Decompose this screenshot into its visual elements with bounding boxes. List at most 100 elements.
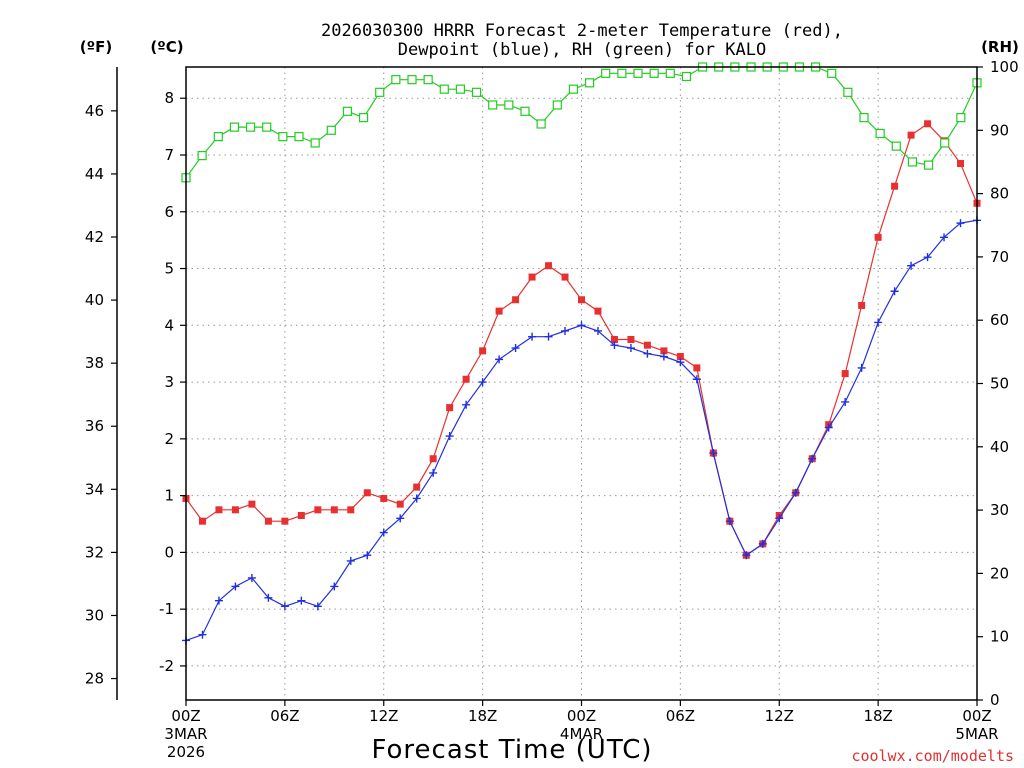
- y-tick-label-f: 36: [85, 417, 104, 435]
- y-tick-label-rh: 30: [990, 501, 1009, 519]
- y-tick-label-c: 1: [164, 487, 174, 505]
- rh-point: [471, 87, 482, 97]
- chart-title-line-2: Dewpoint (blue), RH (green) for KALO: [398, 40, 766, 60]
- dewpoint-point: [742, 551, 751, 560]
- x-tick-label: 18Z: [863, 707, 892, 725]
- rh-point: [568, 84, 579, 94]
- rh-point: [956, 113, 966, 123]
- y-tick-label-rh: 70: [990, 248, 1009, 266]
- dewpoint-point: [808, 454, 817, 463]
- dewpoint-point: [610, 341, 619, 350]
- rh-point: [536, 119, 546, 129]
- temperature-point: [561, 273, 569, 281]
- temperature-point: [643, 341, 651, 349]
- x-tick-label: 18Z: [468, 707, 497, 725]
- temperature-point: [297, 511, 305, 519]
- dewpoint-point: [940, 233, 949, 242]
- temperature-point: [874, 233, 882, 241]
- temperature-point: [347, 506, 355, 514]
- dewpoint-point: [692, 375, 701, 384]
- dewpoint-point: [725, 517, 734, 526]
- rh-point: [391, 75, 401, 85]
- temperature-point: [264, 517, 272, 525]
- chart-title-line-1: 2026030300 HRRR Forecast 2-meter Tempera…: [321, 21, 843, 41]
- x-axis-title: Forecast Time (UTC): [371, 735, 652, 765]
- dewpoint-point: [363, 551, 372, 560]
- dewpoint-point: [775, 514, 784, 523]
- y-tick-label-c: -1: [159, 600, 174, 618]
- x-tick-label: 00Z: [171, 707, 200, 725]
- rh-point: [262, 122, 272, 132]
- rh-point: [649, 68, 659, 78]
- dewpoint-point: [198, 630, 207, 639]
- dewpoint-point: [280, 602, 289, 611]
- y-tick-label-c: 3: [164, 373, 174, 391]
- x-tick-label: 06Z: [666, 707, 695, 725]
- rh-point: [278, 132, 288, 142]
- dewpoint-point: [676, 358, 685, 367]
- temperature-point: [660, 347, 668, 355]
- rh-point: [439, 84, 449, 94]
- credit-text: coolwx.com/modelts: [851, 747, 1014, 765]
- temperature-point: [512, 296, 520, 304]
- unit-fahrenheit: (ºF): [80, 38, 112, 56]
- dewpoint-point: [231, 582, 240, 591]
- y-tick-label-rh: 40: [990, 438, 1009, 456]
- x-tick-label: 00Z: [567, 707, 596, 725]
- y-tick-label-c: -2: [159, 657, 174, 675]
- rh-point: [907, 157, 918, 167]
- rh-point: [843, 87, 853, 97]
- y-tick-label-f: 30: [85, 606, 104, 624]
- temperature-point: [281, 517, 289, 525]
- y-tick-label-rh: 0: [990, 691, 1000, 709]
- dewpoint-point: [577, 321, 586, 330]
- rh-point: [407, 75, 417, 85]
- temperature-point: [924, 120, 932, 128]
- y-tick-label-rh: 60: [990, 311, 1009, 329]
- y-tick-label-rh: 80: [990, 185, 1009, 203]
- dewpoint-point: [412, 494, 421, 503]
- dewpoint-point: [709, 449, 718, 458]
- y-tick-label-c: 6: [164, 203, 174, 221]
- temperature-point: [594, 307, 602, 315]
- temperature-point: [215, 506, 223, 514]
- rh-point: [375, 87, 385, 97]
- temperature-point: [627, 336, 635, 344]
- y-tick-label-f: 32: [85, 543, 104, 561]
- temperature-point: [462, 375, 470, 383]
- y-tick-label-f: 42: [85, 228, 104, 246]
- temperature-point: [841, 370, 849, 378]
- temperature-point: [396, 500, 404, 508]
- rh-point: [229, 122, 240, 132]
- series-layer: [181, 62, 982, 645]
- temperature-point: [495, 307, 503, 315]
- temperature-point: [446, 404, 454, 412]
- dewpoint-point: [643, 349, 652, 358]
- y-tick-label-f: 46: [85, 102, 104, 120]
- unit-celsius: (ºC): [150, 38, 183, 56]
- x-tick-label: 12Z: [765, 707, 794, 725]
- rh-point: [875, 128, 885, 139]
- dewpoint-point: [791, 488, 800, 497]
- dewpoint-point: [923, 253, 932, 262]
- rh-point: [488, 100, 498, 110]
- dewpoint-point: [313, 602, 322, 611]
- y-tick-label-c: 0: [164, 543, 174, 561]
- dewpoint-point: [528, 332, 537, 341]
- temperature-point: [248, 500, 256, 508]
- dewpoint-point: [626, 344, 635, 353]
- rh-point: [197, 151, 207, 161]
- dewpoint-point: [841, 397, 850, 406]
- rh-point: [310, 138, 320, 148]
- dewpoint-point: [495, 355, 504, 364]
- grid-layer: [186, 67, 977, 700]
- rh-point: [245, 122, 256, 132]
- dewpoint-point: [511, 344, 520, 353]
- y-tick-label-rh: 10: [990, 628, 1009, 646]
- temperature-point: [693, 364, 701, 372]
- y-tick-label-c: 5: [164, 260, 174, 278]
- rh-point: [455, 84, 466, 94]
- rh-point: [665, 68, 675, 78]
- rh-point: [326, 125, 336, 135]
